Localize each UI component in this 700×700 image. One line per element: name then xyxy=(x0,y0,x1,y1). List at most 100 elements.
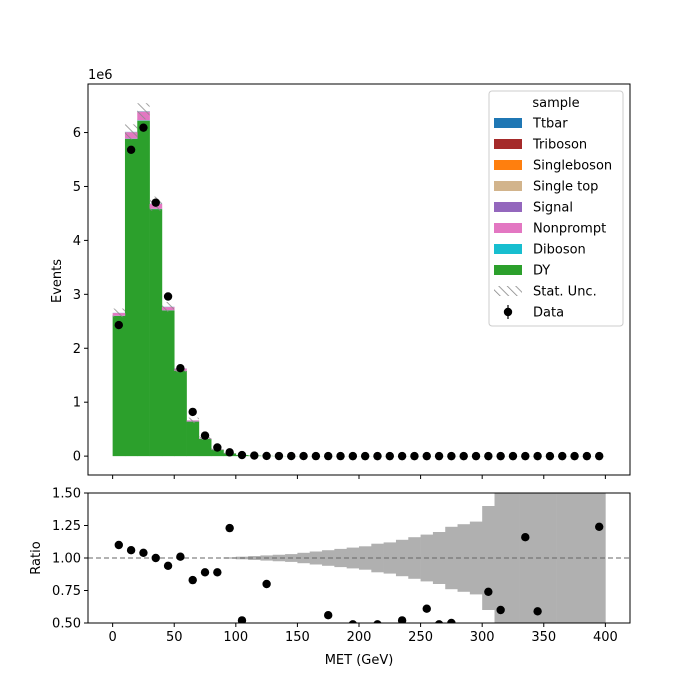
legend-label: Diboson xyxy=(533,243,586,258)
x-tick-label: 100 xyxy=(223,630,248,645)
ratio-point xyxy=(151,553,160,563)
ratio-unc-bin xyxy=(297,552,311,564)
ratio-unc-bin xyxy=(272,554,286,562)
ratio-point xyxy=(595,522,604,531)
ratio-point xyxy=(324,611,333,620)
x-tick-label: 50 xyxy=(166,630,183,645)
data-point xyxy=(360,451,370,461)
ratio-point xyxy=(521,533,530,542)
legend-swatch-ttbar xyxy=(494,118,522,128)
legend-swatch-stat-unc xyxy=(494,286,522,296)
data-point xyxy=(126,145,136,154)
x-tick-label: 300 xyxy=(470,630,495,645)
y-tick-label: 0.75 xyxy=(52,584,81,599)
data-point xyxy=(287,451,296,461)
ratio-point xyxy=(533,607,542,616)
legend-label: DY xyxy=(533,264,550,279)
stat-unc-bin xyxy=(137,103,150,120)
ratio-point xyxy=(188,575,197,585)
data-point xyxy=(434,451,444,461)
data-point xyxy=(151,198,160,207)
legend-swatch-single-top xyxy=(494,181,522,191)
data-point xyxy=(225,448,234,457)
data-point xyxy=(373,451,382,461)
data-point xyxy=(348,451,358,461)
x-axis-label: MET (GeV) xyxy=(325,653,394,668)
x-tick-label: 150 xyxy=(285,630,310,645)
ratio-point xyxy=(200,568,210,577)
data-point xyxy=(521,451,530,461)
ratio-point xyxy=(126,546,136,555)
legend-swatch-signal xyxy=(494,202,522,212)
legend-swatch-triboson xyxy=(494,139,522,149)
ratio-point xyxy=(447,618,456,623)
legend-label: Ttbar xyxy=(532,117,568,132)
ratio-unc-bin xyxy=(457,524,471,592)
y-tick-label: 0.50 xyxy=(52,617,81,632)
y-offset-label: 1e6 xyxy=(88,68,113,83)
ratio-point xyxy=(484,587,493,596)
legend-label: Single top xyxy=(533,180,598,195)
x-tick-label: 250 xyxy=(408,630,433,645)
ratio-point xyxy=(262,579,271,589)
ratio-point xyxy=(114,540,123,550)
legend-entries: Ttbar Triboson Singleboson Single top Signal… xyxy=(494,117,612,321)
ratio-unc-bin xyxy=(383,542,397,574)
ratio-unc-bin xyxy=(543,493,557,623)
data-point xyxy=(274,451,284,461)
ratio-point xyxy=(225,523,234,533)
y-tick-label: 4 xyxy=(73,234,81,249)
y-tick-label: 5 xyxy=(73,180,81,195)
ratio-unc-bin xyxy=(432,532,446,584)
main-y-axis-label: Events xyxy=(50,259,65,303)
data-point xyxy=(200,431,210,440)
legend-frame xyxy=(488,90,624,327)
stat-unc-bin xyxy=(186,417,199,424)
data-point xyxy=(496,451,505,461)
ratio-point xyxy=(496,605,505,615)
ratio-unc-bin xyxy=(359,546,372,570)
ratio-point xyxy=(397,616,407,623)
ratio-unc-bin xyxy=(248,556,261,560)
data-point xyxy=(237,450,247,460)
legend: sample Ttbar Triboson Singleboson Single to… xyxy=(488,90,624,327)
bar-dy xyxy=(137,120,150,457)
bar-dy xyxy=(112,315,126,457)
ratio-point xyxy=(422,604,431,613)
data-point xyxy=(139,123,148,132)
data-point xyxy=(213,443,222,452)
ratio-point xyxy=(348,620,357,623)
data-point xyxy=(533,451,542,461)
ratio-point xyxy=(213,568,222,577)
bar-dy xyxy=(161,310,175,457)
ratio-point xyxy=(176,552,185,561)
legend-swatch-singleboson xyxy=(494,160,522,170)
y-tick-label: 2 xyxy=(73,342,81,357)
y-tick-label: 1.00 xyxy=(52,552,81,567)
main-x-ticks xyxy=(112,475,606,479)
ratio-panel: 0 50 100 150 200 250 300 350 400 0.50 0.75 1.00 1.2… xyxy=(29,487,631,668)
data-point xyxy=(114,320,123,330)
y-tick-label: 1 xyxy=(73,396,81,411)
ratio-y-ticks: 0.50 0.75 1.00 1.25 1.50 xyxy=(52,487,88,632)
data-point xyxy=(471,451,481,461)
legend-swatch-nonprompt xyxy=(494,223,522,233)
legend-label: Singleboson xyxy=(533,159,612,174)
x-tick-label: 400 xyxy=(593,630,618,645)
legend-title: sample xyxy=(532,96,579,111)
bar-dy xyxy=(174,370,187,457)
legend-label: Data xyxy=(533,306,564,321)
legend-label: Stat. Unc. xyxy=(533,285,597,300)
ratio-points xyxy=(114,522,604,623)
data-point xyxy=(484,451,493,461)
ratio-unc-bin xyxy=(408,537,421,579)
main-y-ticks: 0 1 2 3 4 5 6 xyxy=(73,126,88,465)
data-point xyxy=(545,451,555,461)
y-tick-label: 1.50 xyxy=(52,487,81,502)
bar-dy xyxy=(198,438,212,457)
data-point xyxy=(570,451,579,461)
ratio-point xyxy=(139,548,148,557)
data-point xyxy=(250,451,259,460)
data-point xyxy=(595,451,604,461)
